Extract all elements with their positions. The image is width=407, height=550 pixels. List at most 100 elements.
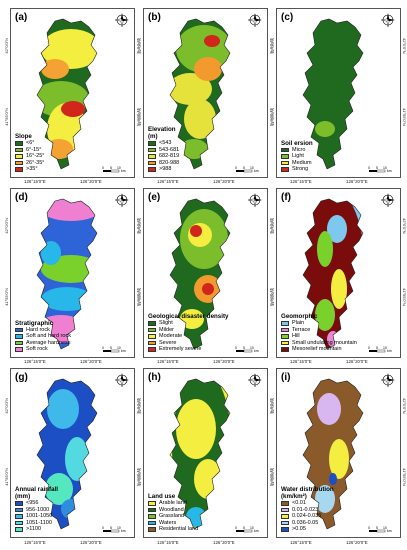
svg-text:0: 0 bbox=[102, 346, 104, 350]
legend-swatch bbox=[148, 520, 156, 526]
latitude-label: 42°0'0"N bbox=[136, 218, 141, 234]
region-outline bbox=[36, 18, 98, 170]
scale-bar: 0 5 10 km bbox=[235, 342, 261, 353]
legend: Soil ersion Micro Light Medium Strong bbox=[281, 140, 313, 173]
legend-item: 543-681 bbox=[148, 147, 179, 154]
latitude-label: 42°0'0"N bbox=[270, 218, 275, 234]
svg-text:5: 5 bbox=[110, 526, 112, 530]
legend-label: Hill bbox=[292, 333, 300, 340]
longitude-label: 126°20'0"E bbox=[80, 359, 102, 364]
legend-item: Hard rock bbox=[15, 327, 71, 334]
map-region bbox=[329, 439, 349, 479]
legend-label: Residential land bbox=[159, 526, 199, 533]
svg-text:5: 5 bbox=[376, 346, 378, 350]
svg-text:5: 5 bbox=[376, 166, 378, 170]
longitude-label: 126°20'0"E bbox=[213, 359, 235, 364]
svg-text:10: 10 bbox=[383, 166, 387, 170]
legend-swatch bbox=[281, 327, 289, 333]
legend-swatch bbox=[148, 141, 156, 146]
north-arrow-icon bbox=[247, 192, 263, 208]
map-panel-b: (b) Elevation (m) <543 543-681 682-819 820-988… bbox=[143, 8, 268, 178]
map-panel-e: (e) Geological disaster density Slight Mild… bbox=[143, 188, 268, 358]
svg-text:10: 10 bbox=[250, 346, 254, 350]
panel-letter: (g) bbox=[15, 372, 28, 383]
legend-item: Light bbox=[281, 153, 313, 160]
legend-label: Strong bbox=[292, 166, 309, 173]
legend-swatch bbox=[281, 520, 289, 526]
legend-label: 1001-1050 bbox=[26, 513, 53, 520]
latitude-label: 41°55'0"N bbox=[402, 288, 407, 306]
scale-bar: 0 5 10 km bbox=[102, 162, 128, 173]
legend-item: <956 bbox=[15, 500, 58, 507]
svg-text:0: 0 bbox=[102, 526, 104, 530]
map-panel-f: (f) Geomorphic Plain Terrace Hill Small undul… bbox=[276, 188, 401, 358]
longitude-label: 126°20'0"E bbox=[80, 540, 102, 545]
map-region bbox=[41, 241, 61, 265]
map-region bbox=[37, 225, 93, 253]
longitude-label: 126°15'0"E bbox=[290, 540, 312, 545]
svg-text:10: 10 bbox=[383, 346, 387, 350]
legend-label: 26°-35° bbox=[26, 159, 45, 166]
latitude-label: 41°55'0"N bbox=[402, 108, 407, 126]
legend-label: <543 bbox=[159, 140, 172, 147]
latitude-label: 41°55'0"N bbox=[4, 108, 9, 126]
map-region bbox=[317, 231, 333, 267]
legend-label: <0.01 bbox=[292, 500, 306, 507]
legend-swatch bbox=[148, 514, 156, 519]
legend-swatch bbox=[15, 340, 23, 346]
svg-text:10: 10 bbox=[383, 526, 387, 530]
legend-label: Milder bbox=[159, 326, 174, 333]
legend-unit: (km/km²) bbox=[281, 493, 307, 501]
legend-title: Water distribution bbox=[281, 486, 334, 494]
legend-swatch bbox=[15, 327, 23, 333]
region-map bbox=[169, 18, 231, 170]
map-region bbox=[184, 99, 216, 139]
legend-label: 0.024-0.035 bbox=[292, 513, 322, 520]
legend-swatch bbox=[15, 347, 23, 352]
longitude-label: 126°15'0"E bbox=[24, 179, 46, 184]
legend: Geological disaster density Slight Milder M… bbox=[148, 313, 228, 353]
svg-text:5: 5 bbox=[376, 526, 378, 530]
latitude-label: 41°55'0"N bbox=[269, 468, 274, 486]
legend-label: >1100 bbox=[26, 526, 42, 533]
legend-item: Small undulating mountain bbox=[281, 340, 357, 347]
north-arrow-icon bbox=[380, 372, 396, 388]
latitude-label: 41°55'0"N bbox=[137, 108, 142, 126]
legend-swatch bbox=[15, 160, 23, 166]
scale-bar: 0 5 10 km bbox=[235, 522, 261, 533]
legend-swatch bbox=[15, 167, 23, 172]
legend-label: 0.036-0.05 bbox=[292, 519, 319, 526]
legend-item: Soft rock bbox=[15, 346, 71, 353]
longitude-label: 126°15'0"E bbox=[24, 359, 46, 364]
region-outline bbox=[169, 198, 231, 350]
legend-swatch bbox=[148, 154, 156, 159]
region-outline bbox=[169, 18, 231, 170]
legend-label: Waters bbox=[159, 519, 177, 526]
legend-swatch bbox=[281, 160, 289, 166]
latitude-label: 41°55'0"N bbox=[269, 288, 274, 306]
north-arrow-icon bbox=[114, 192, 130, 208]
legend-label: <6° bbox=[26, 140, 35, 147]
scale-bar: 0 5 10 km bbox=[235, 162, 261, 173]
map-region bbox=[305, 19, 363, 139]
longitude-label: 126°15'0"E bbox=[157, 179, 179, 184]
panel-letter: (c) bbox=[281, 12, 294, 23]
legend-label: Severe bbox=[159, 339, 177, 346]
legend-label: 16°-25° bbox=[26, 153, 45, 160]
svg-text:5: 5 bbox=[243, 346, 245, 350]
latitude-label: 42°0'0"N bbox=[270, 38, 275, 54]
legend-item: 6°-15° bbox=[15, 147, 44, 154]
legend-label: >35° bbox=[26, 166, 38, 173]
legend-label: >988 bbox=[159, 166, 172, 173]
latitude-label: 42°0'0"N bbox=[402, 218, 407, 234]
map-panel-h: (h) Land use Arable land Woodland Grassland W… bbox=[143, 368, 268, 538]
legend-swatch bbox=[15, 334, 23, 339]
legend-item: 26°-35° bbox=[15, 160, 44, 167]
legend-item: <543 bbox=[148, 140, 179, 147]
legend-item: 0.01-0.023 bbox=[281, 507, 334, 514]
legend-label: Slight bbox=[159, 320, 173, 327]
legend-item: Hill bbox=[281, 333, 357, 340]
svg-text:10: 10 bbox=[117, 346, 121, 350]
north-arrow-icon bbox=[247, 12, 263, 28]
legend-item: 0.036-0.05 bbox=[281, 520, 334, 527]
